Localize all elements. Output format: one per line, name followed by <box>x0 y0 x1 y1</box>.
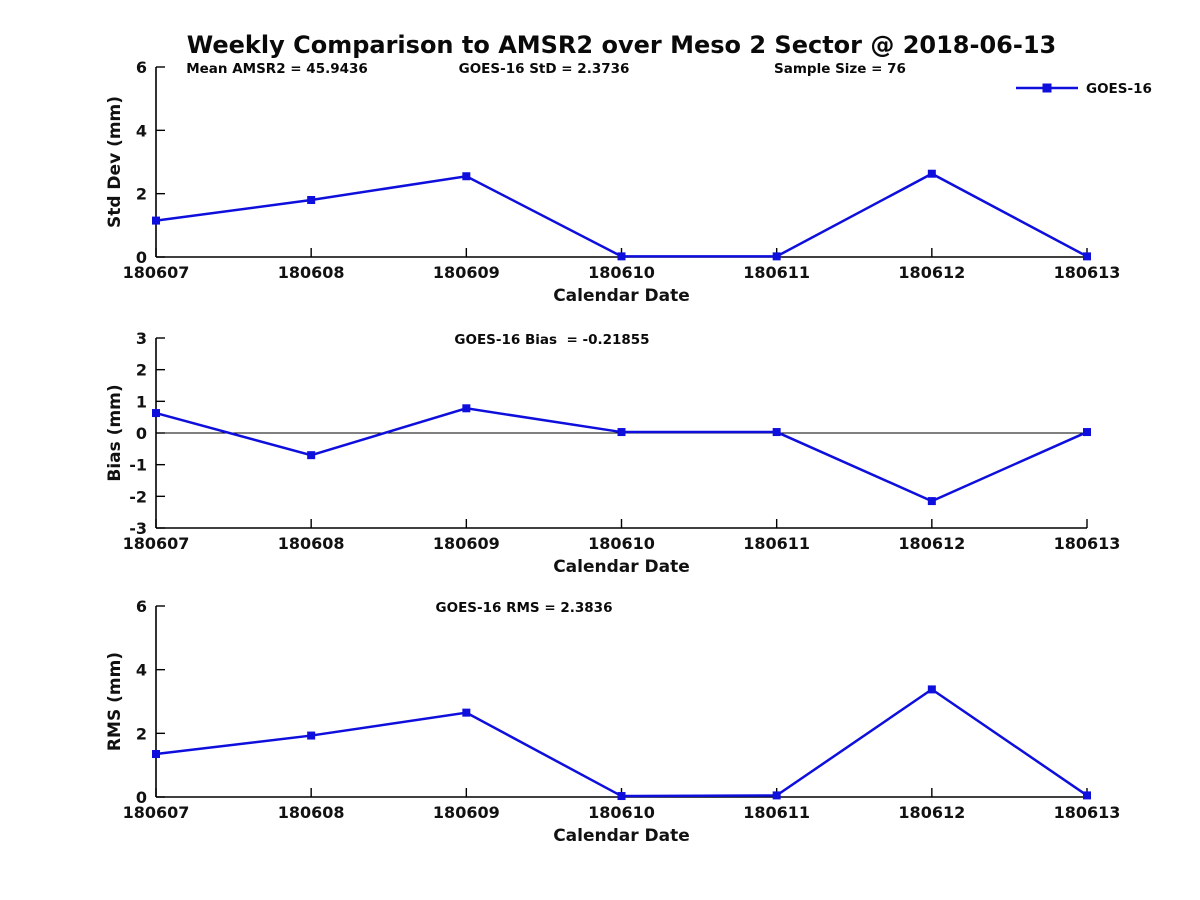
data-point-marker <box>152 216 160 225</box>
data-point-marker <box>1083 252 1091 261</box>
data-point-marker <box>152 409 160 418</box>
data-point-marker <box>462 404 471 413</box>
stat-annotation: GOES-16 Bias = -0.21855 <box>454 332 649 348</box>
legend-series-label: GOES-16 <box>1086 81 1152 97</box>
data-point-marker <box>462 708 471 717</box>
x-tick-label: 180609 <box>433 534 500 553</box>
x-tick-label: 180610 <box>588 803 655 822</box>
x-tick-label: 180611 <box>743 263 810 282</box>
data-point-marker <box>462 172 471 181</box>
x-tick-label: 180612 <box>898 263 965 282</box>
x-tick-label: 180613 <box>1054 263 1121 282</box>
y-tick-label: 0 <box>136 788 147 807</box>
x-axis-title: Calendar Date <box>553 557 690 577</box>
y-axis-title: RMS (mm) <box>105 652 125 751</box>
stat-annotation: Sample Size = 76 <box>774 61 906 77</box>
x-tick-label: 180611 <box>743 803 810 822</box>
y-tick-label: 2 <box>136 724 147 743</box>
data-point-marker <box>617 792 626 801</box>
data-point-marker <box>152 750 160 759</box>
y-tick-label: 4 <box>136 661 147 680</box>
stat-annotation: GOES-16 RMS = 2.3836 <box>436 600 613 616</box>
chart-panel-bias: -3 -2 -1 0 1 2 3 180607 180608 180609 180610 180611… <box>105 329 1120 577</box>
y-tick-label: 4 <box>136 121 147 140</box>
x-tick-label: 180608 <box>278 263 345 282</box>
x-tick-label: 180609 <box>433 263 500 282</box>
y-tick-label: -1 <box>129 456 147 475</box>
data-point-marker <box>927 169 936 178</box>
x-tick-label: 180608 <box>278 803 345 822</box>
goes16-line <box>155 407 1088 503</box>
x-tick-label: 180607 <box>123 263 190 282</box>
y-axis-title: Bias (mm) <box>105 384 125 481</box>
data-point-marker <box>307 451 316 460</box>
x-tick-label: 180607 <box>123 534 190 553</box>
stat-annotation: Mean AMSR2 = 45.9436 <box>186 61 368 77</box>
chart-panel-rms: 0 2 4 6 180607 180608 180609 180610 180611 180612… <box>105 597 1120 846</box>
x-tick-label: 180612 <box>898 803 965 822</box>
y-tick-label: 3 <box>136 329 147 348</box>
data-point-marker <box>1083 791 1091 800</box>
data-point-marker <box>772 791 781 800</box>
y-tick-label: 6 <box>136 597 147 616</box>
x-axis-title: Calendar Date <box>553 826 690 846</box>
y-tick-label: 2 <box>136 185 147 204</box>
y-axis-title: Std Dev (mm) <box>105 96 125 228</box>
y-tick-label: 2 <box>136 361 147 380</box>
y-tick-label: 0 <box>136 248 147 267</box>
x-tick-label: 180613 <box>1054 534 1121 553</box>
y-tick-label: 1 <box>136 392 147 411</box>
legend-marker <box>1042 83 1052 93</box>
x-tick-label: 180610 <box>588 263 655 282</box>
x-tick-label: 180613 <box>1054 803 1121 822</box>
data-point-marker <box>1083 428 1091 437</box>
data-point-marker <box>307 196 316 204</box>
chart-panel-std-dev: 0 2 4 6 180607 180608 180609 180610 180611 180612… <box>105 58 1152 306</box>
x-tick-label: 180609 <box>433 803 500 822</box>
goes16-line <box>155 687 1088 798</box>
data-point-marker <box>772 428 781 437</box>
x-tick-label: 180607 <box>123 803 190 822</box>
x-tick-label: 180611 <box>743 534 810 553</box>
data-point-marker <box>307 731 316 740</box>
x-axis-title: Calendar Date <box>553 286 690 306</box>
data-point-marker <box>927 685 936 694</box>
x-tick-label: 180612 <box>898 534 965 553</box>
data-point-marker <box>927 497 936 506</box>
data-point-marker <box>617 252 626 261</box>
y-tick-label: -2 <box>129 487 147 506</box>
y-tick-label: 6 <box>136 58 147 77</box>
x-tick-label: 180610 <box>588 534 655 553</box>
stat-annotation: GOES-16 StD = 2.3736 <box>459 61 630 77</box>
figure-title: Weekly Comparison to AMSR2 over Meso 2 S… <box>186 31 1057 59</box>
y-tick-label: 0 <box>136 424 147 443</box>
legend: GOES-16 <box>1016 81 1152 97</box>
x-tick-label: 180608 <box>278 534 345 553</box>
data-point-marker <box>617 428 626 437</box>
data-point-marker <box>772 252 781 261</box>
y-tick-label: -3 <box>129 519 147 538</box>
goes16-line <box>155 172 1088 258</box>
